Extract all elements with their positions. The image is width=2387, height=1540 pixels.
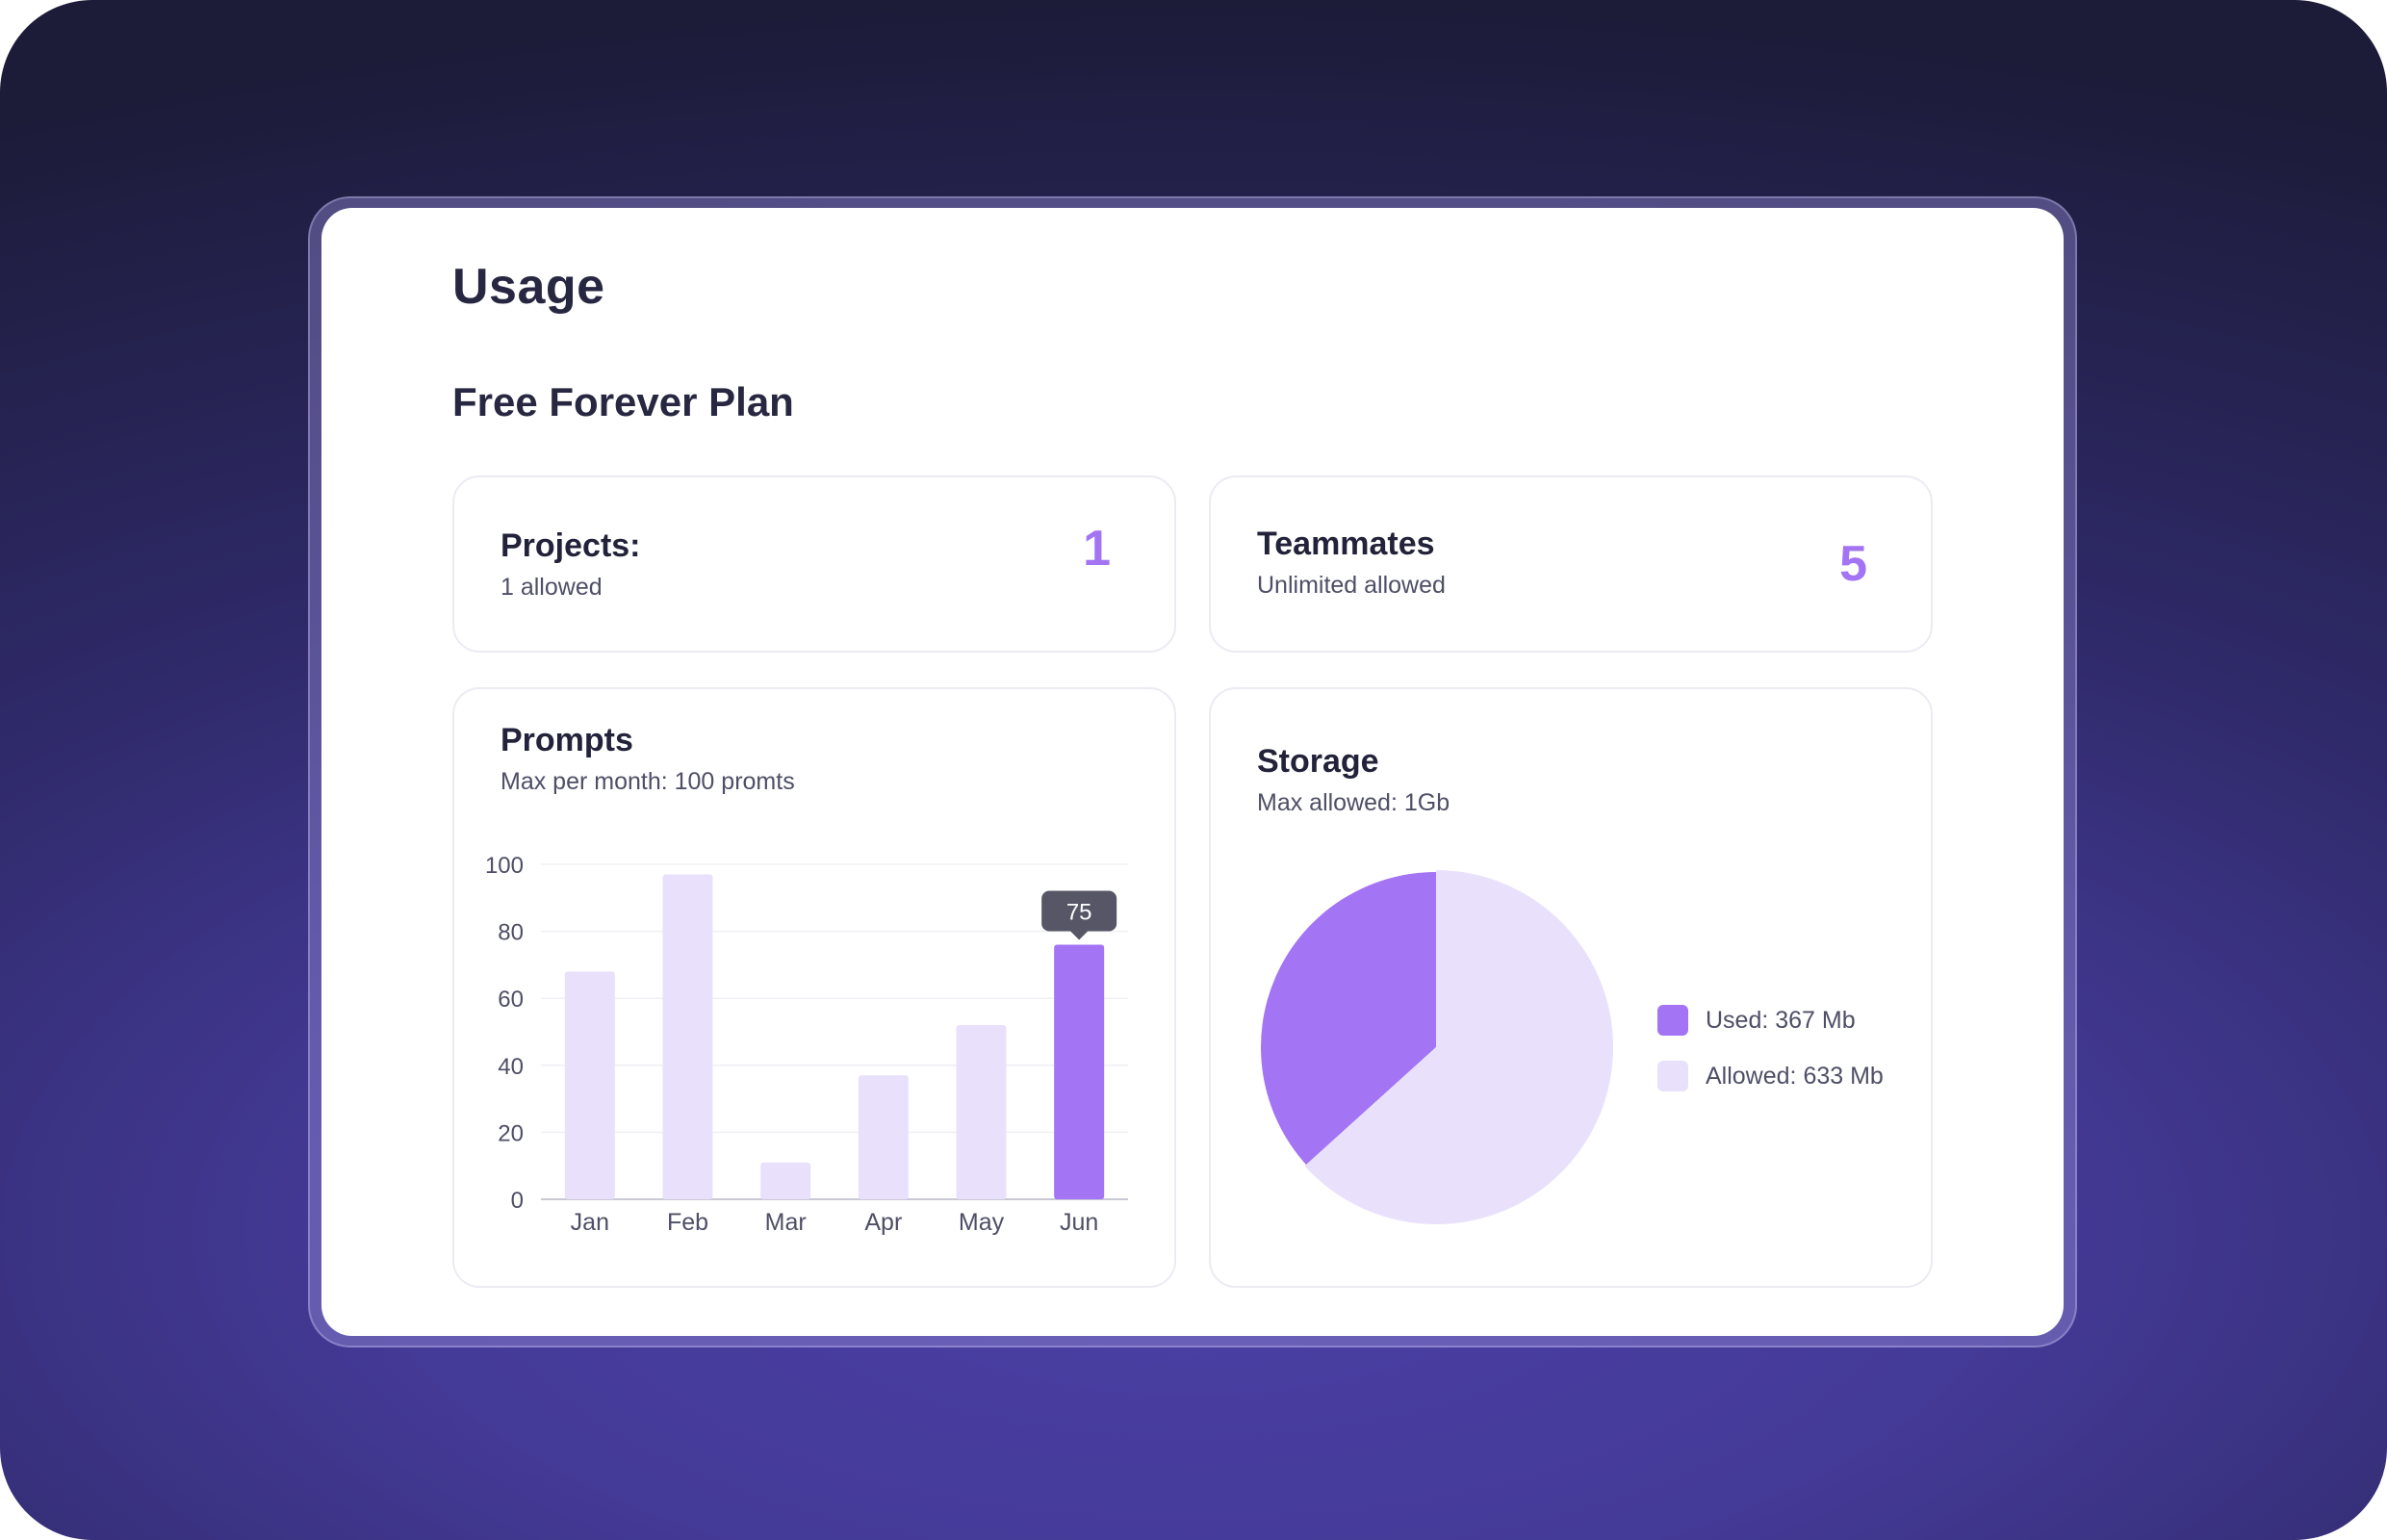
pie-slice-used	[1261, 872, 1436, 1166]
x-tick-label: Jun	[1060, 1209, 1098, 1236]
teammates-card: Teammates Unlimited allowed 5	[1209, 475, 1933, 653]
x-tick-label: Apr	[864, 1209, 902, 1236]
storage-subtitle: Max allowed: 1Gb	[1257, 789, 1450, 816]
x-tick-label: Jan	[571, 1209, 609, 1236]
prompts-title: Prompts	[500, 722, 633, 758]
bar-feb	[662, 874, 713, 1199]
plan-title: Free Forever Plan	[452, 379, 794, 424]
tooltip-value: 75	[1066, 900, 1092, 926]
projects-subtitle: 1 allowed	[500, 574, 603, 601]
teammates-title: Teammates	[1257, 526, 1435, 562]
page-title: Usage	[452, 259, 605, 315]
y-tick-label: 20	[498, 1120, 524, 1146]
bar-jan	[564, 971, 615, 1199]
bar-mar	[760, 1162, 811, 1199]
legend-label-used: Used: 367 Mb	[1706, 1006, 1856, 1034]
y-tick-label: 60	[498, 987, 524, 1013]
y-tick-label: 100	[485, 853, 524, 879]
tooltip-box	[1041, 890, 1117, 932]
legend-item-allowed: Allowed: 633 Mb	[1657, 1059, 1884, 1093]
x-tick-label: Mar	[765, 1209, 807, 1236]
storage-legend: Used: 367 Mb Allowed: 633 Mb	[1657, 1003, 1884, 1115]
y-tick-label: 80	[498, 920, 524, 946]
bar-may	[956, 1025, 1007, 1199]
projects-title: Projects:	[500, 527, 641, 564]
storage-card: Storage Max allowed: 1Gb Used: 367 Mb Al…	[1209, 687, 1933, 1288]
legend-swatch-allowed	[1657, 1061, 1688, 1091]
prompts-card: Prompts Max per month: 100 promts 0 20 40 6…	[452, 687, 1176, 1288]
teammates-count: 5	[1839, 536, 1867, 592]
usage-window: Usage Free Forever Plan Projects: 1 allo…	[321, 208, 2064, 1336]
storage-pie-chart	[1257, 868, 1615, 1231]
pie-slice-allowed	[1304, 870, 1613, 1224]
bar-apr	[858, 1075, 909, 1199]
tooltip-arrow	[1070, 931, 1089, 940]
bar-jun	[1054, 944, 1105, 1199]
projects-card: Projects: 1 allowed 1	[452, 475, 1176, 653]
legend-label-allowed: Allowed: 633 Mb	[1706, 1062, 1884, 1090]
x-tick-label: Feb	[667, 1209, 708, 1236]
prompts-subtitle: Max per month: 100 promts	[500, 768, 795, 795]
legend-item-used: Used: 367 Mb	[1657, 1003, 1884, 1038]
x-tick-label: May	[959, 1209, 1005, 1236]
teammates-subtitle: Unlimited allowed	[1257, 572, 1446, 599]
prompts-bar-chart: 0 20 40 60 80 100 Jan Feb Mar Apr May Jun 75	[485, 853, 1128, 1236]
legend-swatch-used	[1657, 1005, 1688, 1036]
projects-count: 1	[1083, 521, 1111, 577]
storage-title: Storage	[1257, 743, 1379, 780]
y-tick-label: 40	[498, 1054, 524, 1080]
y-tick-label: 0	[511, 1188, 524, 1214]
